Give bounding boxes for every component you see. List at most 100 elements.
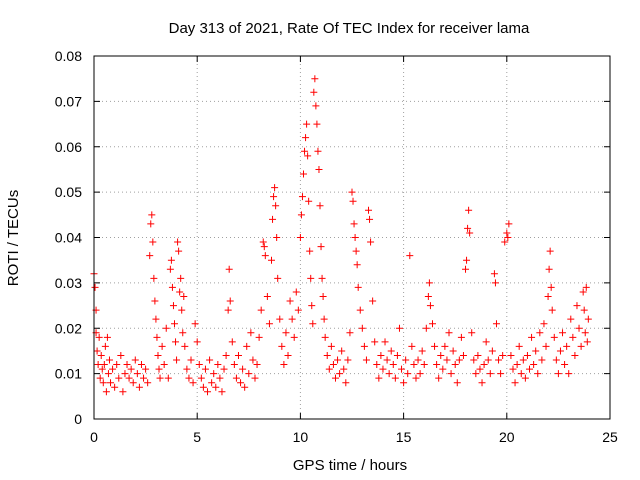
data-point xyxy=(505,220,513,228)
data-point xyxy=(218,388,226,396)
data-point xyxy=(259,238,267,246)
data-point xyxy=(94,361,102,369)
data-point xyxy=(356,306,364,314)
data-point xyxy=(331,374,339,382)
data-point xyxy=(241,383,249,391)
y-tick-label: 0.02 xyxy=(55,320,82,336)
data-point xyxy=(149,238,157,246)
chart-title: Day 313 of 2021, Rate Of TEC Index for r… xyxy=(169,20,530,37)
data-point xyxy=(523,351,531,359)
data-point xyxy=(565,370,573,378)
data-point xyxy=(310,88,318,96)
data-point xyxy=(197,374,205,382)
data-point xyxy=(135,383,143,391)
data-point xyxy=(521,374,529,382)
data-point xyxy=(129,379,137,387)
data-point xyxy=(268,256,276,264)
data-point xyxy=(191,320,199,328)
data-point xyxy=(416,370,424,378)
data-point xyxy=(491,279,499,287)
data-point xyxy=(552,356,560,364)
data-point xyxy=(476,365,484,373)
data-point xyxy=(480,361,488,369)
data-point xyxy=(338,347,346,355)
data-point xyxy=(569,333,577,341)
data-point xyxy=(422,324,430,332)
data-point xyxy=(554,370,562,378)
data-point xyxy=(497,370,505,378)
data-point xyxy=(563,342,571,350)
data-point xyxy=(391,374,399,382)
data-point xyxy=(314,147,322,155)
data-point xyxy=(104,370,112,378)
data-point xyxy=(546,247,554,255)
data-point xyxy=(176,288,184,296)
data-point xyxy=(468,329,476,337)
data-point xyxy=(567,315,575,323)
data-point xyxy=(210,370,218,378)
y-tick-label: 0.07 xyxy=(55,93,82,109)
data-point xyxy=(102,388,110,396)
data-point xyxy=(170,320,178,328)
data-point xyxy=(315,165,323,173)
data-point xyxy=(199,383,207,391)
data-point xyxy=(137,361,145,369)
data-point xyxy=(160,361,168,369)
data-point xyxy=(412,374,420,382)
data-point xyxy=(503,229,511,237)
data-point xyxy=(445,329,453,337)
data-point xyxy=(294,306,302,314)
data-point xyxy=(573,302,581,310)
data-point xyxy=(317,243,325,251)
data-point xyxy=(336,370,344,378)
y-tick-label: 0.03 xyxy=(55,275,82,291)
data-point xyxy=(344,356,352,364)
data-point xyxy=(536,329,544,337)
data-point xyxy=(329,361,337,369)
x-tick-label: 10 xyxy=(293,429,309,445)
data-point xyxy=(515,342,523,350)
data-point xyxy=(492,320,500,328)
data-point xyxy=(263,292,271,300)
data-point xyxy=(375,374,383,382)
data-point xyxy=(253,361,261,369)
data-point xyxy=(457,333,465,341)
data-point xyxy=(167,256,175,264)
data-point xyxy=(319,292,327,300)
data-point xyxy=(173,356,181,364)
data-point xyxy=(437,351,445,359)
data-point xyxy=(490,270,498,278)
data-point xyxy=(255,333,263,341)
data-point xyxy=(260,243,268,251)
data-point xyxy=(313,120,321,128)
data-point xyxy=(150,274,158,282)
data-point xyxy=(486,370,494,378)
data-point xyxy=(204,388,212,396)
data-point xyxy=(172,338,180,346)
y-tick-label: 0.06 xyxy=(55,139,82,155)
data-point xyxy=(321,333,329,341)
data-point xyxy=(488,347,496,355)
data-point xyxy=(519,356,527,364)
data-point xyxy=(540,320,548,328)
data-point xyxy=(351,234,359,241)
data-point xyxy=(318,274,326,282)
data-point xyxy=(369,297,377,305)
data-point xyxy=(305,197,313,205)
data-point xyxy=(547,283,555,291)
data-point xyxy=(299,170,307,178)
data-point xyxy=(381,338,389,346)
data-point xyxy=(350,220,358,228)
data-point xyxy=(464,224,472,232)
data-point xyxy=(425,279,433,287)
data-point xyxy=(316,202,324,210)
data-point xyxy=(222,351,230,359)
data-point xyxy=(466,229,474,237)
data-point xyxy=(325,365,333,373)
data-point xyxy=(439,365,447,373)
data-point xyxy=(402,356,410,364)
x-tick-label: 15 xyxy=(396,429,412,445)
data-point xyxy=(323,351,331,359)
data-point xyxy=(119,388,127,396)
data-point xyxy=(366,215,374,223)
